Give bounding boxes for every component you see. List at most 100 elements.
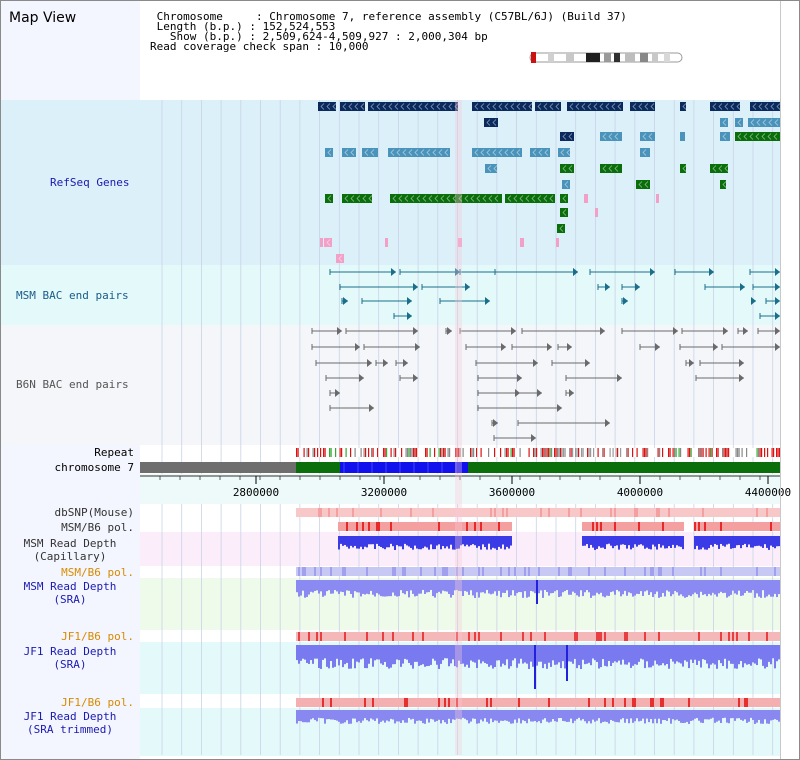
polymorphism-heatmaps[interactable] bbox=[296, 508, 780, 707]
dbsnp-cell bbox=[702, 508, 704, 517]
msm-pol1-cell bbox=[732, 522, 734, 531]
msm-pol1-cell bbox=[604, 522, 606, 531]
msm-pol2-cell bbox=[520, 567, 522, 576]
gene-strand-mark bbox=[614, 133, 619, 140]
dbsnp-cell bbox=[492, 508, 494, 517]
msm-pol2-cell bbox=[296, 567, 298, 576]
msm-pol2-cell bbox=[730, 567, 732, 576]
depth-bar bbox=[566, 710, 568, 722]
dbsnp-cell bbox=[726, 508, 728, 517]
depth-bar bbox=[514, 645, 516, 659]
depth-bar bbox=[570, 645, 572, 662]
b6n-bac-track[interactable] bbox=[311, 327, 780, 442]
depth-bar bbox=[298, 580, 300, 597]
dbsnp-cell bbox=[680, 508, 682, 517]
bac-arrow bbox=[465, 283, 470, 291]
jf1-pol2-cell bbox=[638, 698, 640, 707]
msm-pol2-cell bbox=[426, 567, 428, 576]
dbsnp-cell bbox=[674, 508, 676, 517]
refseq-genes-label[interactable]: RefSeq Genes bbox=[50, 176, 130, 189]
refseq-genes-track[interactable] bbox=[318, 102, 781, 263]
depth-bar bbox=[454, 536, 456, 550]
depth-bar bbox=[768, 710, 770, 724]
repeat-track[interactable] bbox=[296, 448, 781, 457]
gene-strand-mark bbox=[362, 195, 367, 202]
gene-block bbox=[325, 148, 333, 157]
depth-bar bbox=[314, 710, 316, 721]
msm-pol2-cell bbox=[346, 567, 348, 576]
depth-bar bbox=[402, 536, 404, 550]
depth-bar bbox=[628, 645, 630, 663]
depth-bar bbox=[470, 710, 472, 722]
gene-block bbox=[562, 180, 570, 189]
gene-block bbox=[560, 164, 574, 173]
depth-bar bbox=[426, 645, 428, 667]
msm-bac-label[interactable]: MSM BAC end pairs bbox=[16, 289, 129, 302]
depth-bar bbox=[608, 645, 610, 661]
jf1-pol1-cell bbox=[564, 632, 566, 641]
dbsnp-cell bbox=[620, 508, 622, 517]
depth-bar bbox=[466, 536, 468, 545]
depth-bar bbox=[768, 645, 770, 662]
depth-bar bbox=[574, 645, 576, 659]
msm-pol2-cell bbox=[400, 567, 402, 576]
msm-pol1-cell bbox=[464, 522, 466, 531]
depth-bar bbox=[386, 645, 388, 667]
dbsnp-cell bbox=[668, 508, 670, 517]
gene-strand-mark bbox=[350, 195, 355, 202]
jf1-pol2-cell bbox=[624, 698, 626, 707]
jf1-pol2-cell bbox=[654, 698, 656, 707]
chromosome-bar[interactable] bbox=[140, 462, 780, 473]
jf1-pol2-cell bbox=[640, 698, 642, 707]
depth-bar bbox=[390, 580, 392, 597]
repeat-mark bbox=[581, 448, 583, 457]
dbsnp-label[interactable]: dbSNP(Mouse) bbox=[54, 506, 134, 519]
b6n-bac-label[interactable]: B6N BAC end pairs bbox=[16, 378, 129, 391]
jf1-pol1-cell bbox=[362, 632, 364, 641]
msm-b6-pol-label-1[interactable]: MSM/B6 pol. bbox=[61, 521, 134, 534]
msm-pol2-cell bbox=[770, 567, 772, 576]
jf1-pol2-cell bbox=[664, 698, 666, 707]
dbsnp-cell bbox=[410, 508, 412, 517]
dbsnp-cell bbox=[626, 508, 628, 517]
jf1-b6-pol-label-2[interactable]: JF1/B6 pol. bbox=[61, 696, 134, 709]
jf1-b6-pol-label-1[interactable]: JF1/B6 pol. bbox=[61, 630, 134, 643]
coverage-span-info: Read coverage check span : 10,000 bbox=[150, 40, 369, 53]
depth-bar bbox=[424, 580, 426, 594]
depth-bar bbox=[336, 710, 338, 721]
jf1-read-depth-sra-label[interactable]: JF1 Read Depth (SRA) bbox=[0, 645, 140, 671]
bac-arrow bbox=[511, 327, 516, 335]
depth-bar bbox=[488, 580, 490, 594]
depth-bar bbox=[414, 710, 416, 724]
jf1-read-depth-trimmed-label[interactable]: JF1 Read Depth (SRA trimmed) bbox=[0, 710, 140, 736]
read-depth-tracks[interactable] bbox=[296, 536, 780, 724]
repeat-mark bbox=[494, 448, 496, 457]
depth-bar bbox=[348, 580, 350, 591]
depth-bar bbox=[662, 710, 664, 721]
jf1-pol2-cell bbox=[634, 698, 636, 707]
depth-bar bbox=[384, 645, 386, 662]
jf1-pol1-cell bbox=[658, 632, 660, 641]
msm-bac-track[interactable] bbox=[329, 268, 780, 320]
depth-bar bbox=[338, 710, 340, 722]
depth-bar bbox=[646, 710, 648, 719]
msm-pol1-cell bbox=[618, 522, 620, 531]
gene-strand-mark bbox=[516, 149, 521, 156]
msm-b6-pol-label-2[interactable]: MSM/B6 pol. bbox=[61, 566, 134, 579]
depth-bar bbox=[758, 536, 760, 546]
dbsnp-cell bbox=[378, 508, 380, 517]
depth-bar bbox=[300, 645, 302, 661]
msm-pol2-cell bbox=[380, 567, 382, 576]
dbsnp-cell bbox=[356, 508, 358, 517]
jf1-pol2-cell bbox=[302, 698, 304, 707]
chromosome-ideogram[interactable] bbox=[529, 52, 683, 63]
msm-pol2-cell bbox=[738, 567, 740, 576]
msm-read-depth-sra-label[interactable]: MSM Read Depth (SRA) bbox=[0, 580, 140, 606]
msm-pol1-cell bbox=[466, 522, 468, 531]
msm-read-depth-capillary-label[interactable]: MSM Read Depth (Capillary) bbox=[0, 537, 140, 563]
repeat-mark bbox=[659, 448, 661, 457]
bac-arrow bbox=[650, 268, 655, 276]
depth-bar bbox=[502, 645, 504, 664]
highlight-column bbox=[455, 100, 462, 755]
bac-arrow bbox=[367, 359, 372, 367]
